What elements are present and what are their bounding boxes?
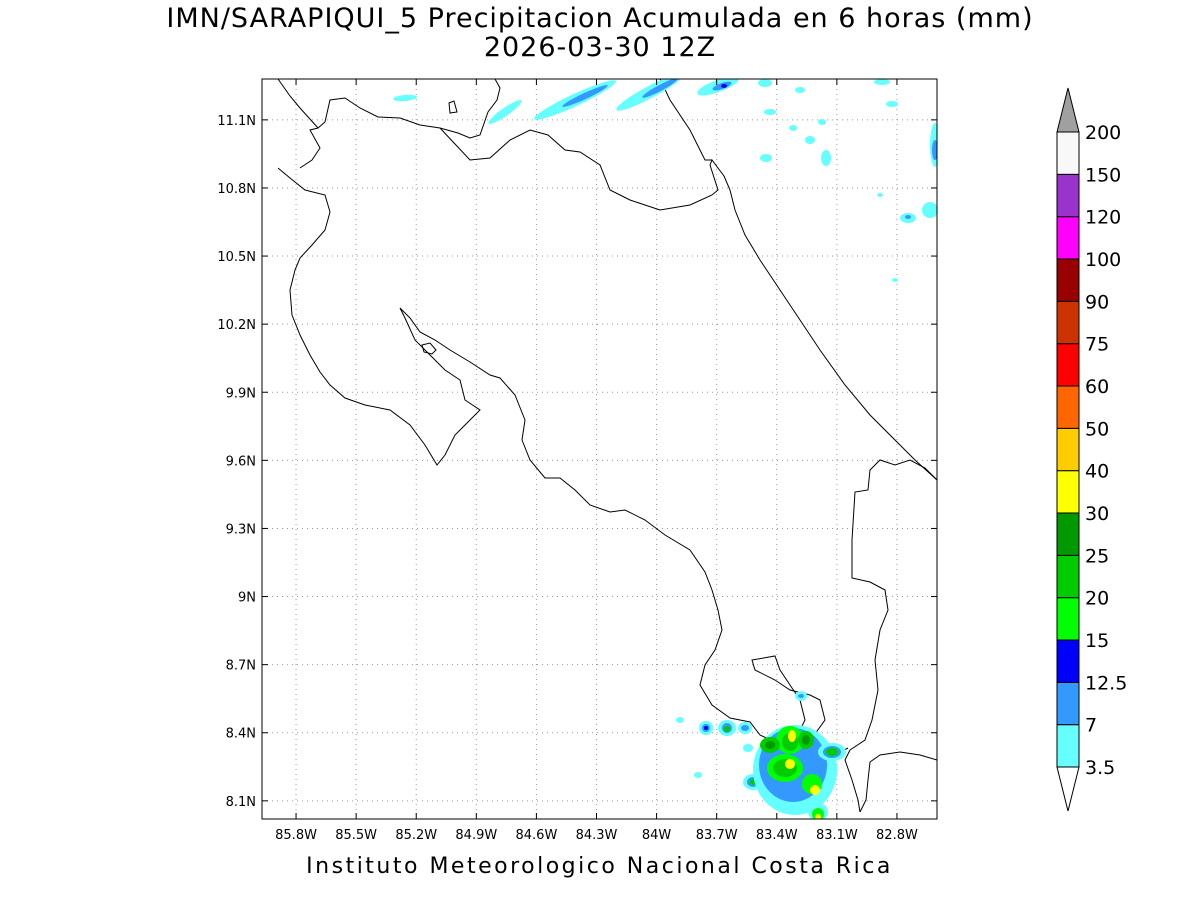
colorbar-swatch [1056,597,1080,641]
colorbar-level-label: 75 [1085,334,1109,356]
colorbar-swatch [1056,385,1080,429]
colorbar-swatch [1056,427,1080,472]
colorbar-swatch [1056,724,1080,768]
colorbar-swatch [1056,131,1080,175]
lon-tick-label: 82.8W [876,828,918,843]
colorbar-level-label: 200 [1085,122,1121,144]
colorbar-swatch [1056,258,1080,302]
longitude-labels: 85.8W 85.5W 85.2W 84.9W 84.6W 84.3W 84W 83.7W 83… [275,828,918,843]
lon-tick-label: 83.4W [756,828,798,843]
lon-tick-label: 84.9W [455,828,497,843]
latitude-labels: 8.1N 8.4N 8.7N 9N 9.3N 9.6N 9.9N 10.2N 10.5N 10.8… [217,114,256,810]
title-line-1: IMN/SARAPIQUI_5 Precipitacion Acumulada … [166,3,1034,34]
colorbar-level-label: 7 [1085,715,1097,737]
coastline-panama-pacific [859,751,937,813]
colorbar-upper-triangle [1056,87,1080,133]
grid-lines [262,79,937,819]
lat-tick-label: 10.5N [217,250,256,265]
lon-tick-label: 84W [642,828,672,843]
costa-rica-nicaragua-border [299,127,731,211]
lat-tick-label: 9N [238,591,256,606]
colorbar-level-label: 150 [1085,164,1121,186]
coastline-costa-rica-caribbean [659,79,937,481]
title-line-2: 2026-03-30 12Z [483,32,717,63]
lat-tick-label: 10.2N [217,318,256,333]
colorbar-level-label: 20 [1085,588,1109,610]
colorbar-swatch [1056,554,1080,599]
axis-ticks [262,79,937,819]
colorbar-swatch [1056,343,1080,387]
lon-tick-label: 84.3W [576,828,618,843]
colorbar-level-label: 120 [1085,207,1121,229]
colorbar-level-label: 30 [1085,503,1109,525]
colorbar-level-label: 15 [1085,630,1109,652]
map-title: IMN/SARAPIQUI_5 Precipitacion Acumulada … [0,4,1200,62]
lon-tick-label: 85.2W [395,828,437,843]
coastline-costa-rica-pacific [277,167,849,756]
colorbar [1056,87,1080,812]
coastline-nicaragua-caribbean [277,79,501,139]
colorbar-swatch [1056,470,1080,514]
lat-tick-label: 9.3N [226,522,256,537]
colorbar-level-label: 12.5 [1085,672,1127,694]
colorbar-level-label: 25 [1085,545,1109,567]
precip-north-bands [393,79,937,282]
colorbar-level-label: 40 [1085,461,1109,483]
lake-arenal [421,342,437,355]
lat-tick-label: 9.6N [226,454,256,469]
lon-tick-label: 83.1W [816,828,858,843]
colorbar-level-label: 3.5 [1085,757,1115,779]
precip-south-cluster [676,691,846,819]
colorbar-level-label: 100 [1085,249,1121,271]
lat-tick-label: 9.9N [226,386,256,401]
colorbar-level-label: 90 [1085,291,1109,313]
island-gulf [448,100,458,114]
lon-tick-label: 85.5W [335,828,377,843]
colorbar-swatch [1056,300,1080,345]
colorbar-level-label: 60 [1085,376,1109,398]
lat-tick-label: 8.4N [226,727,256,742]
lat-tick-label: 11.1N [217,114,256,129]
lat-tick-label: 10.8N [217,182,256,197]
lat-tick-label: 8.7N [226,659,256,674]
lon-tick-label: 85.8W [275,828,317,843]
colorbar-swatch [1056,639,1080,683]
coastline-and-borders [277,79,937,813]
colorbar-swatch [1056,173,1080,218]
precipitation-cells [393,79,937,819]
colorbar-swatch [1056,681,1080,726]
lon-tick-label: 83.7W [696,828,738,843]
plot-frame [261,78,938,820]
lat-tick-label: 8.1N [226,795,256,810]
lon-tick-label: 84.6W [516,828,558,843]
colorbar-swatch [1056,512,1080,556]
colorbar-labels: 3.5 7 12.5 15 20 25 30 40 50 60 75 90 100 120 150 200 [1085,122,1127,779]
costa-rica-panama-border [844,459,937,813]
colorbar-level-label: 50 [1085,418,1109,440]
colorbar-lower-triangle [1056,766,1080,812]
colorbar-swatch [1056,216,1080,260]
credit-text: Instituto Meteorologico Nacional Costa R… [306,854,893,879]
